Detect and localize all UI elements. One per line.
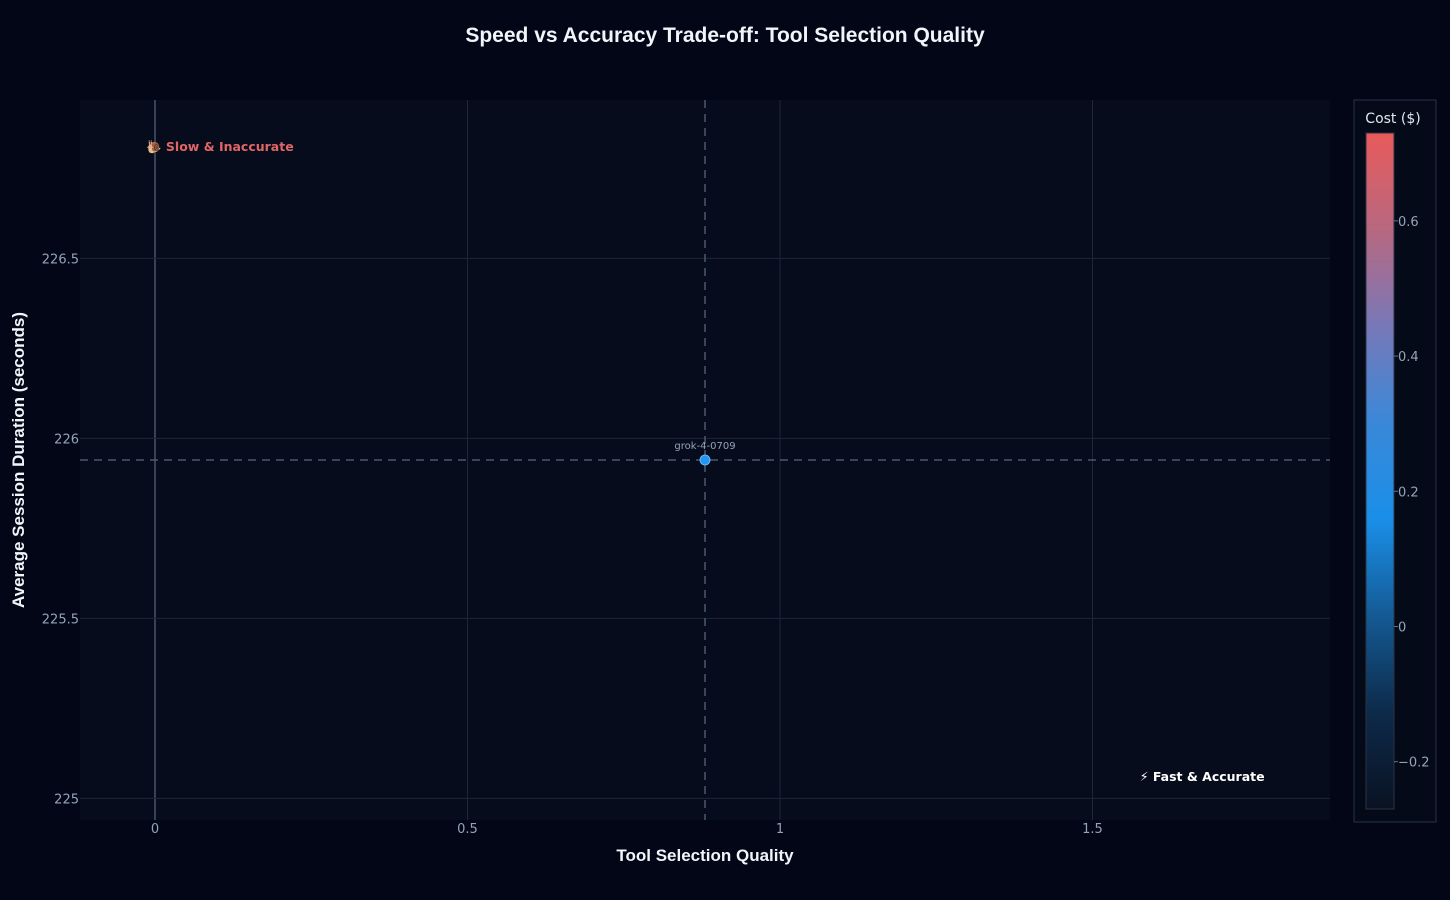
- y-tick-label: 225: [54, 792, 79, 807]
- y-axis-title: Average Session Duration (seconds): [9, 312, 28, 608]
- colorbar: Cost ($) −0.2 0 0.2 0.4 0.6: [1353, 99, 1437, 823]
- data-point-label: grok-4-0709: [674, 441, 735, 452]
- colorbar-title: Cost ($): [1365, 111, 1420, 127]
- colorbar-tick-label: −0.2: [1398, 756, 1430, 771]
- x-axis-ticks: 0 0.5 1 1.5: [151, 822, 1103, 837]
- colorbar-tick-label: 0.6: [1398, 215, 1419, 230]
- x-axis-title: Tool Selection Quality: [616, 846, 794, 865]
- colorbar-tick-label: 0.4: [1398, 350, 1419, 365]
- colorbar-gradient: [1365, 132, 1395, 810]
- chart-title: Speed vs Accuracy Trade-off: Tool Select…: [465, 24, 985, 47]
- x-tick-label: 0: [151, 822, 159, 837]
- quadrant-annotation: 🐌 Slow & Inaccurate: [146, 139, 294, 154]
- colorbar-ticks: −0.2 0 0.2 0.4 0.6: [1394, 215, 1430, 771]
- colorbar-tick-label: 0.2: [1398, 485, 1419, 500]
- x-tick-label: 0.5: [457, 822, 478, 837]
- colorbar-tick-label: 0: [1398, 620, 1406, 635]
- y-axis-ticks: 225 225.5 226 226.5: [42, 252, 79, 807]
- y-tick-label: 226.5: [42, 252, 79, 267]
- x-tick-label: 1.5: [1082, 822, 1103, 837]
- reference-lines: [80, 100, 1330, 820]
- annotations: 🐌 Slow & Inaccurate ⚡ Fast & Accurate: [146, 139, 1265, 784]
- data-points: grok-4-0709: [674, 441, 736, 466]
- y-tick-label: 225.5: [42, 612, 79, 627]
- y-tick-label: 226: [54, 432, 79, 447]
- x-tick-label: 1: [776, 822, 784, 837]
- quadrant-annotation: ⚡ Fast & Accurate: [1140, 769, 1265, 784]
- data-point[interactable]: [699, 454, 711, 466]
